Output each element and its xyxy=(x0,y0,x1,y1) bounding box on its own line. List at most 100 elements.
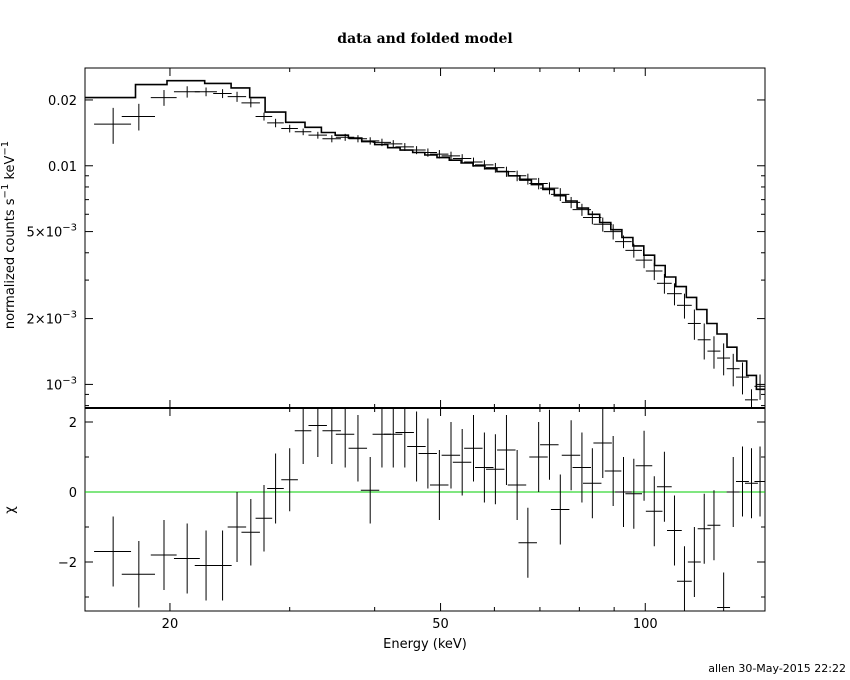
residual-point xyxy=(255,485,273,552)
residual-point xyxy=(360,457,380,524)
data-point xyxy=(707,336,721,369)
data-point xyxy=(615,235,632,249)
data-point xyxy=(603,224,623,240)
residual-point xyxy=(656,451,672,522)
data-point xyxy=(726,353,740,387)
data-point xyxy=(308,131,327,139)
residual-point xyxy=(645,476,663,547)
residual-point xyxy=(582,448,602,519)
data-point xyxy=(697,323,711,360)
data-point xyxy=(676,293,692,319)
residual-point xyxy=(507,450,527,520)
residual-point xyxy=(615,457,632,527)
data-point xyxy=(735,362,749,395)
residual-point xyxy=(348,415,368,482)
residual-point xyxy=(529,422,548,492)
data-point xyxy=(464,157,483,167)
data-point xyxy=(572,203,592,216)
residual-point xyxy=(676,546,692,611)
model-step-line xyxy=(85,79,765,391)
y-tick-label: 2 xyxy=(69,416,77,431)
data-point xyxy=(582,211,602,225)
residual-point xyxy=(697,493,711,564)
residual-point xyxy=(227,492,247,562)
residual-point xyxy=(241,499,260,566)
data-point xyxy=(507,170,527,182)
residual-point xyxy=(475,432,494,503)
residual-point xyxy=(707,490,721,561)
residual-point xyxy=(561,420,581,491)
residual-point xyxy=(726,457,740,527)
data-point xyxy=(717,343,731,376)
y-tick-label: 0.02 xyxy=(48,94,77,109)
residual-point xyxy=(667,495,682,566)
data-point xyxy=(687,309,701,340)
spectrum-panel: 0.02 0.01 5×10−3 2×10−3 10−3 xyxy=(27,67,766,409)
residual-point xyxy=(486,434,505,505)
x-tick-label: 50 xyxy=(432,617,449,632)
data-point xyxy=(395,143,414,151)
residual-point xyxy=(395,408,414,468)
x-tick-label: 100 xyxy=(633,617,658,632)
y-axis-label-residuals: χ xyxy=(3,506,18,514)
y-tick-label: 0.01 xyxy=(48,160,77,175)
residual-point xyxy=(452,429,472,496)
chart-title: data and folded model xyxy=(337,31,512,47)
residual-point xyxy=(173,523,200,594)
residual-point xyxy=(550,474,570,545)
data-point xyxy=(194,87,217,97)
residual-point xyxy=(383,408,403,468)
data-point xyxy=(121,103,156,131)
data-point xyxy=(281,124,298,133)
residual-point xyxy=(735,446,749,517)
residual-point xyxy=(497,415,516,485)
data-point xyxy=(360,137,380,145)
x-axis-label: Energy (keV) xyxy=(383,637,467,652)
residual-point xyxy=(572,432,592,503)
residual-point xyxy=(540,409,559,480)
data-point xyxy=(213,89,232,99)
data-point xyxy=(625,243,643,258)
data-point xyxy=(452,154,472,163)
residual-point xyxy=(635,430,653,501)
residual-point xyxy=(429,450,449,520)
residual-point xyxy=(94,516,132,587)
data-point xyxy=(540,182,559,195)
residual-point xyxy=(308,408,327,457)
data-point xyxy=(294,128,312,136)
data-point xyxy=(418,148,437,157)
y-tick-label: 5×10−3 xyxy=(27,223,77,241)
residual-point xyxy=(593,408,612,478)
spectrum-frame xyxy=(84,67,766,409)
residual-point xyxy=(418,418,437,489)
data-point xyxy=(561,196,581,209)
residual-point xyxy=(407,411,426,482)
data-point xyxy=(518,173,537,185)
residual-point xyxy=(604,436,622,506)
data-point xyxy=(383,140,403,148)
residual-point xyxy=(687,527,701,597)
residual-point xyxy=(335,408,355,468)
residual-point xyxy=(441,422,461,489)
data-point xyxy=(667,283,682,306)
data-point xyxy=(150,90,177,106)
data-point xyxy=(227,91,247,102)
data-point xyxy=(497,166,516,177)
data-point xyxy=(429,150,449,159)
data-point xyxy=(372,138,392,147)
residual-point xyxy=(754,446,765,517)
data-point xyxy=(322,135,341,143)
y-axis-label-spectrum: normalized counts s−1 keV−1 xyxy=(0,141,18,329)
x-tick-label: 20 xyxy=(162,617,179,632)
data-point xyxy=(255,112,273,121)
data-point xyxy=(407,146,426,155)
data-point xyxy=(754,374,765,400)
y-tick-label: −2 xyxy=(58,556,77,571)
data-point xyxy=(348,135,368,143)
data-point xyxy=(550,188,570,202)
data-point xyxy=(635,252,653,269)
data-point xyxy=(593,217,612,232)
data-point xyxy=(241,98,260,108)
